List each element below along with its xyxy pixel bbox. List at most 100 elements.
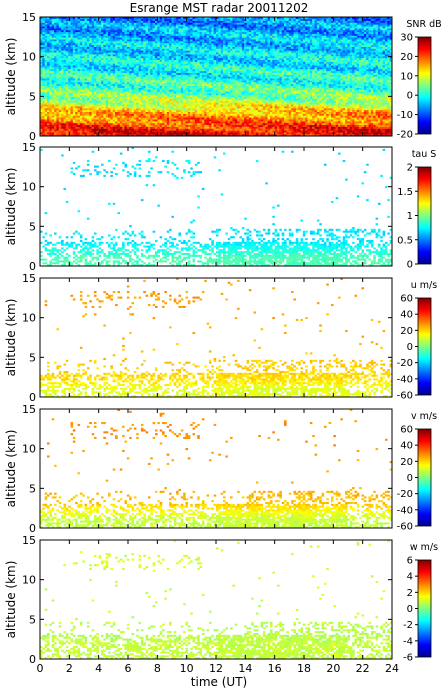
heatmap-cell xyxy=(190,102,193,105)
heatmap-cell xyxy=(101,128,104,131)
heatmap-cell xyxy=(54,41,57,44)
heatmap-cell xyxy=(86,20,90,23)
heatmap-cell xyxy=(77,48,81,51)
heatmap-cell xyxy=(129,30,132,33)
heatmap-cell xyxy=(159,87,163,90)
heatmap-cell xyxy=(147,106,151,109)
heatmap-cell xyxy=(82,124,85,127)
heatmap-cell xyxy=(199,20,203,23)
heatmap-cell xyxy=(140,33,144,36)
heatmap-cell xyxy=(201,54,205,57)
heatmap-cell xyxy=(154,78,158,81)
heatmap-cell xyxy=(169,26,172,29)
heatmap-cell xyxy=(51,102,55,105)
heatmap-cell xyxy=(105,132,109,135)
heatmap-cell xyxy=(180,46,184,49)
heatmap-cell xyxy=(65,98,69,101)
heatmap-cell xyxy=(54,89,57,92)
heatmap-cell xyxy=(44,20,48,23)
heatmap-cell xyxy=(164,113,167,116)
heatmap-cell xyxy=(101,72,104,75)
heatmap-cell xyxy=(101,108,104,111)
heatmap-cell xyxy=(178,26,181,29)
heatmap-cell xyxy=(166,85,170,88)
heatmap-cell xyxy=(190,108,193,111)
heatmap-cell xyxy=(190,111,193,114)
heatmap-cell xyxy=(89,102,92,105)
heatmap-cell xyxy=(180,82,184,85)
heatmap-cell xyxy=(108,119,111,122)
heatmap-cell xyxy=(152,115,156,118)
heatmap-cell xyxy=(65,43,69,46)
heatmap-cell xyxy=(105,46,109,49)
heatmap-cell xyxy=(82,61,85,64)
heatmap-cell xyxy=(101,93,104,96)
heatmap-cell xyxy=(199,74,203,77)
heatmap-cell xyxy=(124,54,128,57)
heatmap-cell xyxy=(105,30,109,33)
heatmap-cell xyxy=(56,128,59,131)
heatmap-cell xyxy=(185,39,189,42)
heatmap-cell xyxy=(150,121,153,124)
heatmap-cell xyxy=(124,61,128,64)
heatmap-cell xyxy=(159,78,163,81)
heatmap-cell xyxy=(86,119,90,122)
heatmap-cell xyxy=(72,134,76,137)
heatmap-cell xyxy=(129,132,132,135)
heatmap-cell xyxy=(213,37,217,40)
heatmap-cell xyxy=(178,93,181,96)
heatmap-cell xyxy=(183,20,186,23)
heatmap-cell xyxy=(194,50,198,53)
heatmap-cell xyxy=(101,106,104,109)
heatmap-cell xyxy=(166,43,170,46)
heatmap-cell xyxy=(197,80,200,83)
heatmap-cell xyxy=(129,100,132,103)
heatmap-cell xyxy=(68,43,71,46)
heatmap-cell xyxy=(49,109,52,113)
heatmap-cell xyxy=(122,134,125,137)
heatmap-cell xyxy=(42,130,45,133)
heatmap-cell xyxy=(187,93,191,96)
heatmap-cell xyxy=(140,30,144,33)
heatmap-cell xyxy=(110,33,113,36)
heatmap-cell xyxy=(129,117,132,120)
heatmap-cell xyxy=(105,70,109,73)
heatmap-cell xyxy=(42,50,45,53)
heatmap-cell xyxy=(112,43,116,46)
heatmap-cell xyxy=(119,78,123,81)
heatmap-cell xyxy=(101,65,104,68)
heatmap-cell xyxy=(185,126,189,129)
heatmap-cell xyxy=(131,117,135,120)
heatmap-cell xyxy=(145,54,149,57)
heatmap-cell xyxy=(61,113,64,116)
heatmap-cell xyxy=(164,124,167,127)
heatmap-cell xyxy=(82,41,85,44)
heatmap-cell xyxy=(173,35,177,38)
heatmap-cell xyxy=(216,65,219,68)
heatmap-cell xyxy=(216,37,219,40)
heatmap-cell xyxy=(98,37,102,40)
heatmap-cell xyxy=(169,50,172,53)
heatmap-cell xyxy=(187,31,191,34)
heatmap-cell xyxy=(192,57,196,60)
heatmap-cell xyxy=(122,59,125,62)
heatmap-cell xyxy=(173,98,177,101)
heatmap-cell xyxy=(72,56,76,59)
heatmap-cell xyxy=(143,100,146,103)
heatmap-cell xyxy=(58,70,62,73)
heatmap-cell xyxy=(178,134,181,137)
heatmap-cell xyxy=(199,57,203,60)
heatmap-cell xyxy=(150,83,153,86)
heatmap-cell xyxy=(51,30,55,33)
heatmap-cell xyxy=(96,83,99,86)
heatmap-cell xyxy=(86,41,90,44)
heatmap-cell xyxy=(169,102,172,105)
heatmap-cell xyxy=(145,128,149,131)
heatmap-cell xyxy=(162,69,165,72)
heatmap-cell xyxy=(54,22,57,25)
heatmap-cell xyxy=(79,72,83,75)
heatmap-cell xyxy=(216,31,219,34)
heatmap-cell xyxy=(98,17,102,20)
heatmap-cell xyxy=(79,115,83,118)
heatmap-cell xyxy=(49,91,52,94)
